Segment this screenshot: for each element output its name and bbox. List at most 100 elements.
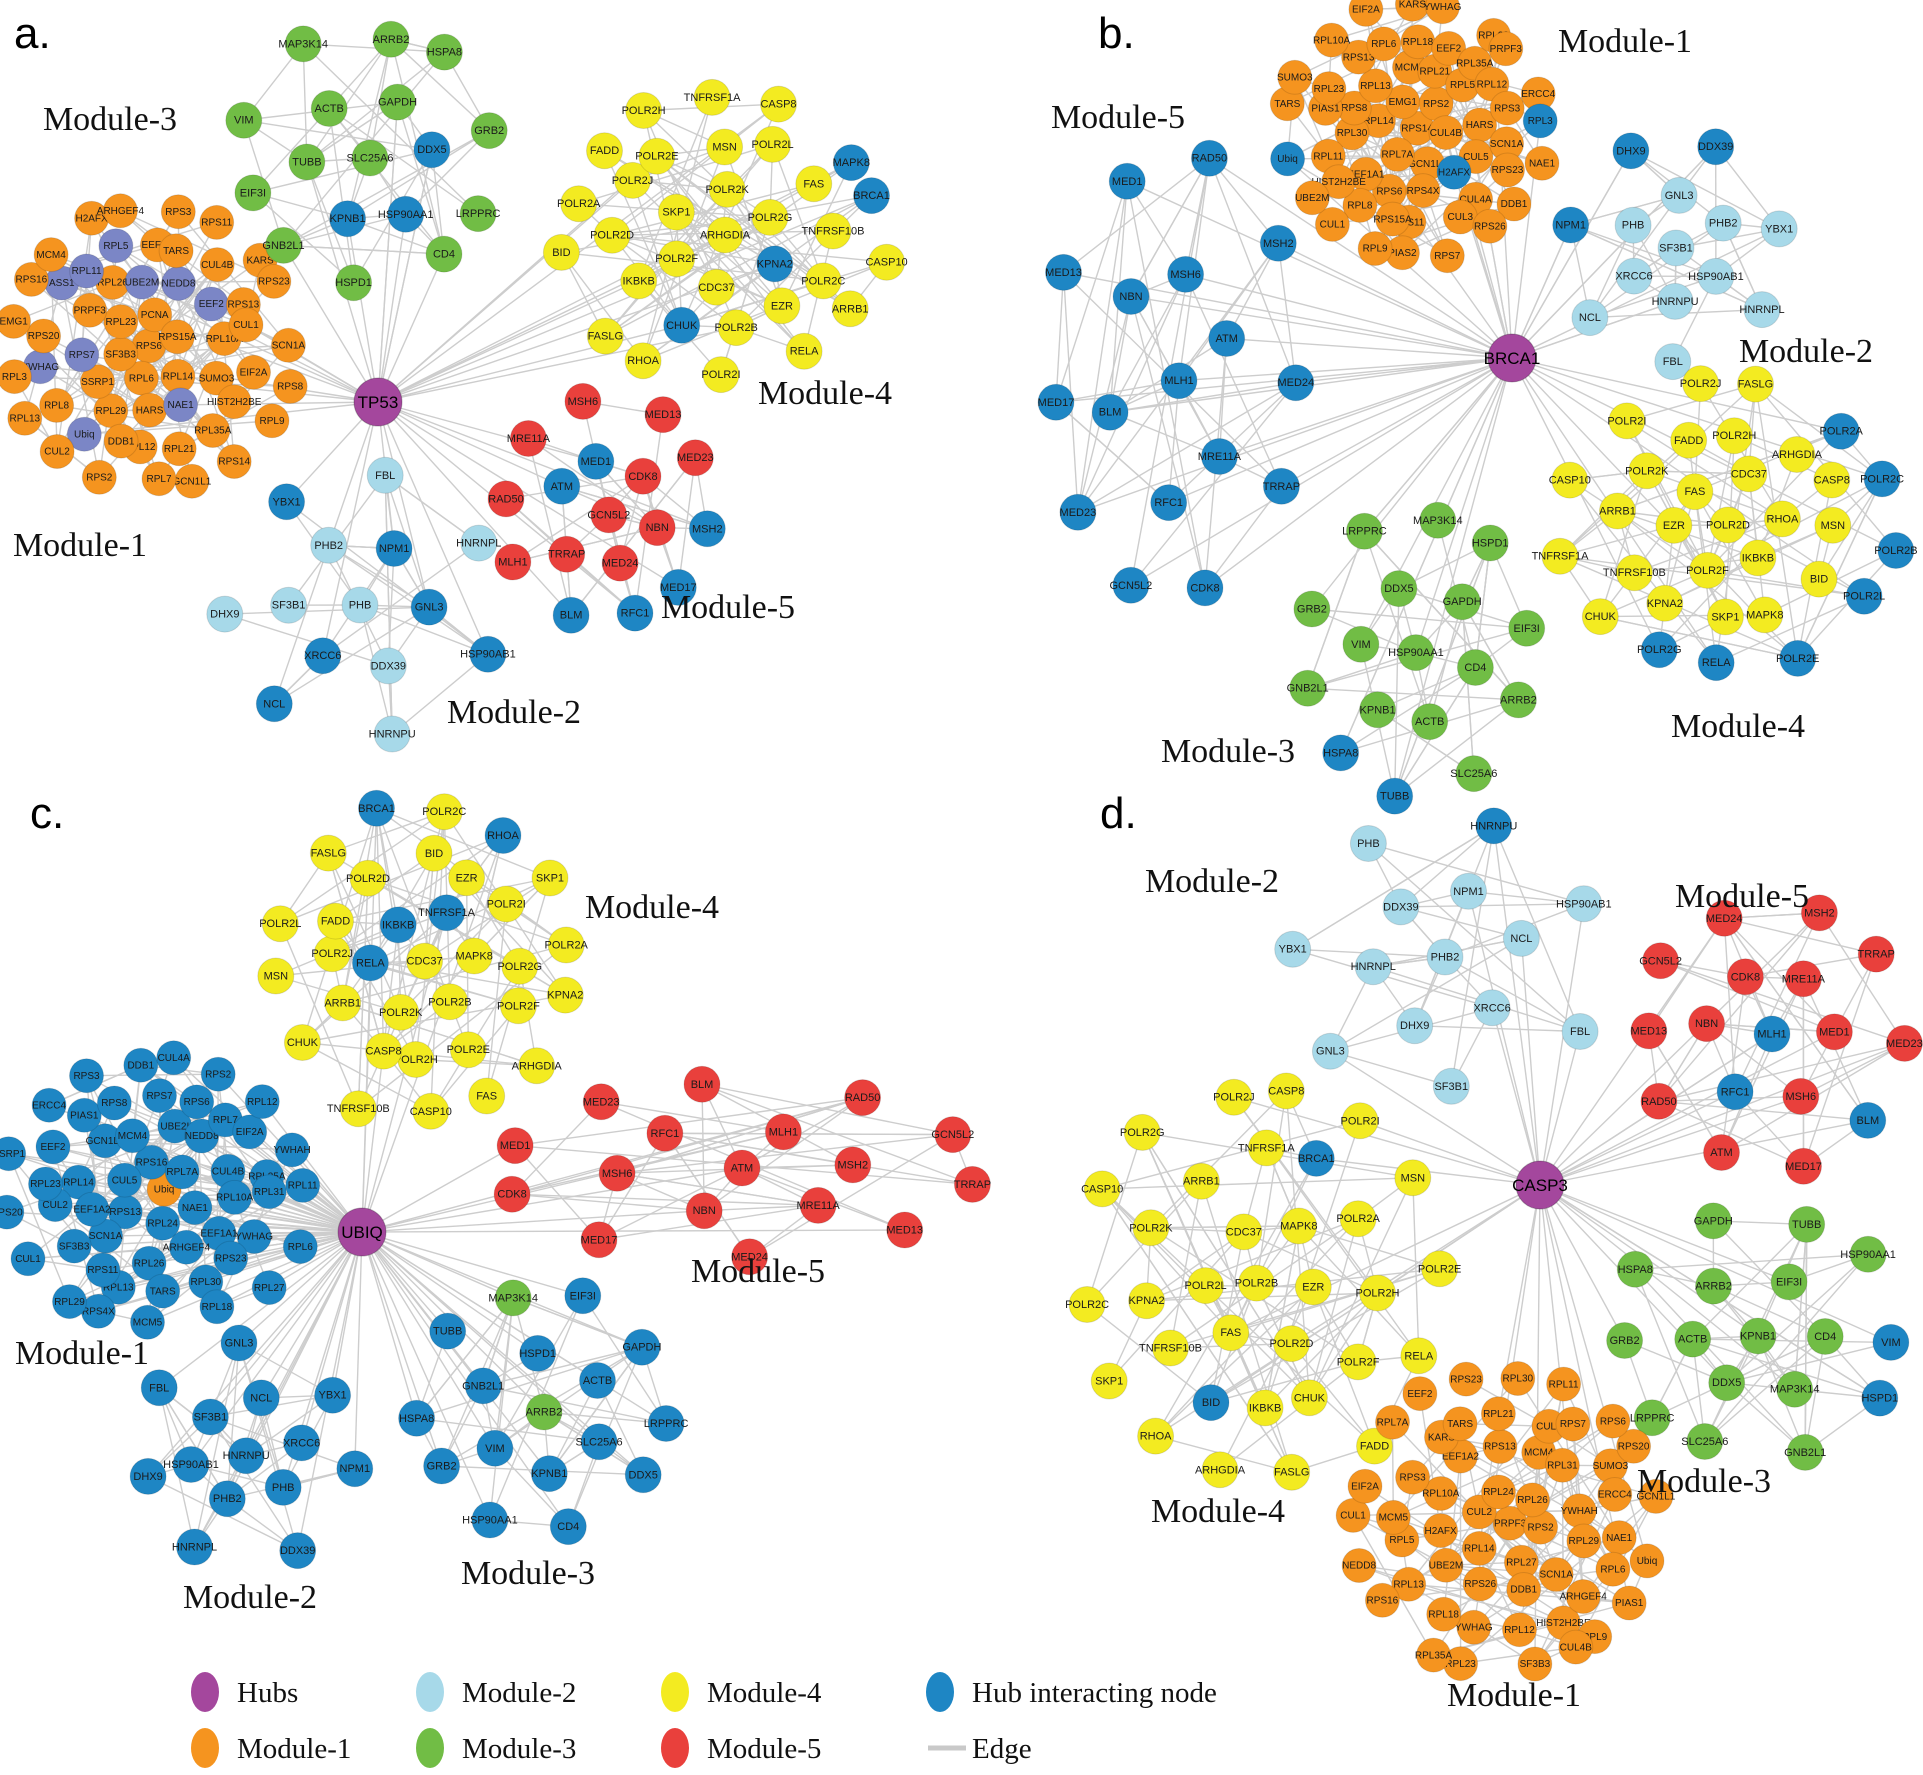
node-MED24[interactable] bbox=[1705, 899, 1743, 937]
node-CASP10[interactable] bbox=[868, 243, 906, 281]
node-GCN5L2[interactable] bbox=[1642, 942, 1680, 980]
node-ATM[interactable] bbox=[723, 1149, 761, 1187]
node-CHUK[interactable] bbox=[283, 1024, 321, 1061]
node-PIAS1[interactable] bbox=[66, 1097, 102, 1133]
node-MSN[interactable] bbox=[1394, 1159, 1432, 1197]
node-KPNB1[interactable] bbox=[329, 200, 367, 238]
node-HSPD1[interactable] bbox=[519, 1334, 557, 1372]
node-SKP1[interactable] bbox=[531, 859, 569, 897]
node-ARRB2[interactable] bbox=[1695, 1267, 1732, 1305]
node-MAPK8[interactable] bbox=[1746, 596, 1784, 634]
node-SKP1[interactable] bbox=[1706, 598, 1744, 636]
node-POLR2L[interactable] bbox=[1845, 577, 1883, 615]
node-SCN1A[interactable] bbox=[270, 327, 306, 363]
node-HNRNPU[interactable] bbox=[373, 715, 411, 753]
node-PHB2[interactable] bbox=[1426, 938, 1464, 976]
node-EIF2A[interactable] bbox=[1348, 0, 1384, 27]
node-YBX1[interactable] bbox=[1274, 930, 1312, 968]
node-CUL3[interactable] bbox=[1442, 199, 1478, 235]
node-NAE1[interactable] bbox=[163, 387, 199, 423]
node-POLR2I[interactable] bbox=[1341, 1102, 1379, 1140]
node-FASLG[interactable] bbox=[309, 834, 347, 872]
node-RPS16[interactable] bbox=[1364, 1582, 1400, 1618]
node-CHUK[interactable] bbox=[1290, 1379, 1328, 1417]
node-RPL11[interactable] bbox=[1546, 1366, 1582, 1402]
node-EZR[interactable] bbox=[763, 287, 801, 325]
node-Ubiq[interactable] bbox=[66, 416, 102, 452]
node-SF3B1[interactable] bbox=[1432, 1067, 1470, 1105]
node-DDB1[interactable] bbox=[1496, 186, 1532, 222]
node-HSPD1[interactable] bbox=[1471, 524, 1509, 562]
node-BLM[interactable] bbox=[1849, 1101, 1887, 1139]
node-CASP8[interactable] bbox=[365, 1032, 403, 1070]
node-PRPF3[interactable] bbox=[72, 292, 108, 328]
node-BRCA1[interactable] bbox=[1297, 1139, 1335, 1177]
node-RPL14[interactable] bbox=[1461, 1530, 1497, 1566]
node-PCNA[interactable] bbox=[137, 297, 173, 333]
node-RPS23[interactable] bbox=[1490, 152, 1525, 188]
node-POLR2J[interactable] bbox=[1215, 1078, 1253, 1116]
node-KPNA2[interactable] bbox=[1646, 584, 1684, 622]
node-HSPA8[interactable] bbox=[1322, 734, 1360, 772]
node-POLR2H[interactable] bbox=[625, 92, 663, 129]
node-IKBKB[interactable] bbox=[1246, 1389, 1284, 1427]
node-TRRAP[interactable] bbox=[953, 1165, 991, 1203]
node-MAP3K14[interactable] bbox=[1776, 1370, 1814, 1408]
node-BRCA1[interactable] bbox=[853, 177, 890, 215]
node-RPL18[interactable] bbox=[1400, 24, 1436, 60]
node-DDX5[interactable] bbox=[624, 1456, 662, 1494]
node-FAS[interactable] bbox=[1676, 473, 1714, 511]
node-CUL1[interactable] bbox=[10, 1241, 46, 1277]
node-NPM1[interactable] bbox=[1450, 872, 1487, 910]
node-PHB2[interactable] bbox=[208, 1480, 246, 1518]
node-RPL8[interactable] bbox=[1342, 187, 1378, 223]
node-TUBB[interactable] bbox=[288, 143, 326, 181]
node-RPS15A[interactable] bbox=[159, 319, 195, 355]
node-CUL1[interactable] bbox=[228, 307, 264, 343]
node-TARS[interactable] bbox=[1442, 1406, 1478, 1442]
node-GNL3[interactable] bbox=[410, 588, 448, 626]
node-CDK8[interactable] bbox=[493, 1175, 531, 1213]
node-RPL24[interactable] bbox=[1481, 1474, 1516, 1510]
node-RFC1[interactable] bbox=[616, 594, 654, 632]
node-NEDD8[interactable] bbox=[1341, 1548, 1377, 1583]
node-MSH6[interactable] bbox=[598, 1154, 636, 1192]
node-NBN[interactable] bbox=[1112, 278, 1150, 315]
node-RPS8[interactable] bbox=[96, 1085, 132, 1121]
node-SLC25A6[interactable] bbox=[1686, 1423, 1724, 1460]
node-NAE1[interactable] bbox=[1601, 1520, 1637, 1556]
node-CDK8[interactable] bbox=[1726, 958, 1764, 996]
node-DDX5[interactable] bbox=[1708, 1364, 1746, 1402]
node-HNRNPL[interactable] bbox=[460, 524, 498, 562]
node-MED17[interactable] bbox=[1785, 1147, 1822, 1185]
node-CDK8[interactable] bbox=[624, 457, 662, 495]
node-HSPA8[interactable] bbox=[425, 33, 463, 71]
node-RAD50[interactable] bbox=[1190, 139, 1228, 177]
node-RPL7A[interactable] bbox=[164, 1154, 200, 1190]
node-POLR2K[interactable] bbox=[1628, 452, 1666, 490]
node-POLR2D[interactable] bbox=[1709, 506, 1747, 544]
node-RPL11[interactable] bbox=[69, 253, 105, 289]
node-ARHGDIA[interactable] bbox=[1201, 1451, 1239, 1489]
node-TUBB[interactable] bbox=[429, 1312, 467, 1350]
node-HARS[interactable] bbox=[132, 392, 168, 428]
node-MED23[interactable] bbox=[1885, 1024, 1923, 1062]
node-GRB2[interactable] bbox=[1293, 590, 1331, 628]
node-EMG1[interactable] bbox=[0, 303, 32, 339]
node-MED1[interactable] bbox=[1815, 1013, 1853, 1051]
node-RAD50[interactable] bbox=[1640, 1082, 1678, 1120]
node-VIM[interactable] bbox=[225, 101, 263, 139]
node-GCN5L2[interactable] bbox=[1112, 566, 1150, 604]
node-YWHAG[interactable] bbox=[1456, 1609, 1492, 1645]
node-RPL6[interactable] bbox=[282, 1229, 318, 1265]
node-POLR2C[interactable] bbox=[1863, 460, 1901, 498]
node-YBX1[interactable] bbox=[1760, 210, 1798, 248]
node-H2AFX[interactable] bbox=[1423, 1513, 1459, 1549]
node-CUL4B[interactable] bbox=[199, 247, 235, 283]
node-POLR2K[interactable] bbox=[382, 993, 420, 1031]
node-RPL31[interactable] bbox=[1544, 1447, 1580, 1483]
node-RAD50[interactable] bbox=[487, 480, 525, 518]
node-DDX39[interactable] bbox=[1697, 128, 1735, 166]
node-DHX9[interactable] bbox=[206, 595, 244, 633]
node-MED24[interactable] bbox=[1277, 364, 1315, 402]
